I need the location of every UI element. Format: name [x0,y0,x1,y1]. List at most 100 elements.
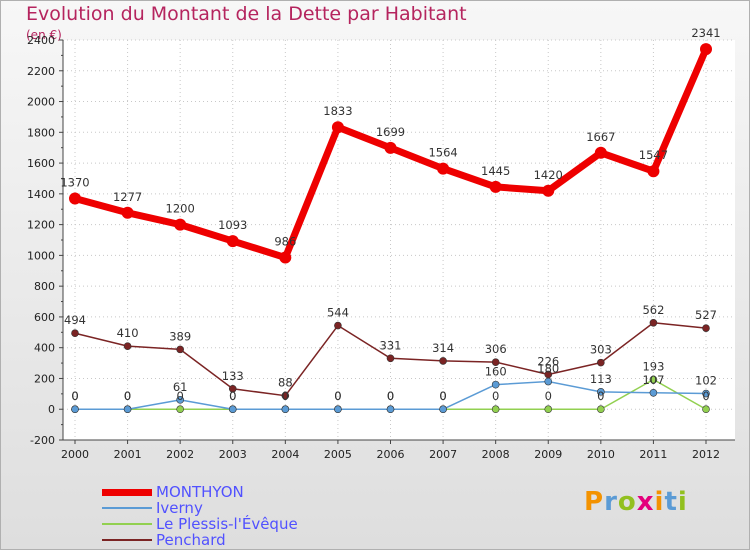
data-label-1: 0 [124,389,131,403]
series-point-1 [597,388,605,396]
proxiti-logo: Proxiti [584,487,688,517]
series-point-1 [491,380,500,389]
data-label-0: 1093 [218,218,247,232]
legend-swatch [102,488,152,496]
x-tick-label: 2000 [61,448,89,461]
data-label-0: 2341 [691,26,720,40]
x-tick-label: 2008 [482,448,510,461]
legend-swatch [102,507,152,509]
data-label-3: 226 [537,354,559,368]
series-point-1 [123,405,132,414]
series-point-0 [226,235,239,248]
data-label-1: 113 [590,372,612,386]
series-point-0 [437,162,450,175]
data-label-1: 180 [537,362,559,376]
data-label-3: 303 [590,343,612,357]
data-label-1: 107 [642,373,664,387]
series-point-3 [597,358,605,367]
data-label-1: 0 [334,389,341,403]
chart-subtitle: (en €) [26,28,62,42]
series-point-2 [597,405,605,414]
data-label-3: 562 [642,303,664,317]
series-point-0 [174,218,187,231]
y-tick-label: 2000 [27,96,55,109]
data-label-0: 1564 [428,146,457,160]
series-point-0 [279,251,292,264]
data-label-0: 1420 [534,168,563,182]
data-label-3: 306 [485,342,507,356]
y-tick-label: 1600 [27,157,55,170]
series-point-3 [702,324,710,332]
x-tick-label: 2011 [639,448,667,461]
data-label-3: 331 [380,338,402,352]
series-point-3 [228,384,237,393]
series-point-1 [71,405,79,414]
series-point-0 [489,180,502,193]
x-tick-label: 2012 [692,448,720,461]
y-tick-label: 200 [34,372,55,385]
data-label-3: 544 [327,306,349,320]
plot-area [63,40,735,440]
data-label-0: 1200 [166,202,195,216]
data-label-2: 0 [124,389,131,403]
series-point-3 [439,357,447,365]
data-label-0: 1445 [481,164,510,178]
series-point-2 [702,405,710,414]
series-point-3 [123,342,132,350]
series-point-0 [594,146,607,159]
series-point-3 [176,345,184,354]
x-tick-label: 2001 [114,448,142,461]
data-label-3: 133 [222,369,244,383]
data-label-3: 494 [64,313,86,327]
legend-label: Iverny [156,499,203,517]
x-tick-label: 2005 [324,448,352,461]
chart-title: Evolution du Montant de la Dette par Hab… [26,3,467,25]
data-label-0: 1277 [113,190,142,204]
data-label-2: 0 [545,389,552,403]
legend-label: Le Plessis-l'Évêque [156,515,298,533]
y-tick-label: 1000 [27,249,55,262]
series-point-1 [228,405,237,414]
data-label-1: 0 [229,389,236,403]
y-tick-label: 1800 [27,126,55,139]
series-point-1 [176,396,184,404]
x-tick-label: 2009 [534,448,562,461]
data-label-1: 0 [282,389,289,403]
logo-letter: t [664,487,678,517]
data-label-3: 314 [432,341,454,355]
y-tick-label: 2400 [27,34,55,47]
data-label-2: 0 [492,389,499,403]
data-label-0: 1370 [60,175,89,189]
data-label-2: 0 [387,389,394,403]
series-point-3 [386,354,395,363]
data-label-1: 61 [173,380,188,394]
data-label-1: 160 [485,365,507,379]
series-point-3 [281,391,290,400]
series-point-1 [649,388,658,397]
series-point-1 [386,405,395,414]
series-point-2 [176,405,184,414]
logo-letter: i [654,487,665,517]
y-tick-label: 2200 [27,65,55,78]
y-tick-label: -200 [30,434,55,447]
data-label-2: 0 [177,389,184,403]
series-point-3 [649,318,658,327]
y-tick-label: 600 [34,311,55,324]
data-label-0: 1547 [639,148,668,162]
series-point-0 [647,165,660,178]
y-tick-label: 1200 [27,219,55,232]
series-point-0 [121,206,134,219]
data-label-0: 986 [274,235,296,249]
series-point-1 [544,377,553,386]
data-label-2: 0 [439,389,446,403]
data-label-2: 0 [282,389,289,403]
y-tick-label: 800 [34,280,55,293]
data-label-1: 102 [695,374,717,388]
series-point-0 [542,184,555,197]
legend-swatch [102,539,152,541]
series-point-0 [69,192,81,205]
data-label-0: 1699 [376,125,405,139]
legend-label: MONTHYON [156,483,244,501]
x-tick-label: 2007 [429,448,457,461]
logo-letter: x [636,487,655,517]
